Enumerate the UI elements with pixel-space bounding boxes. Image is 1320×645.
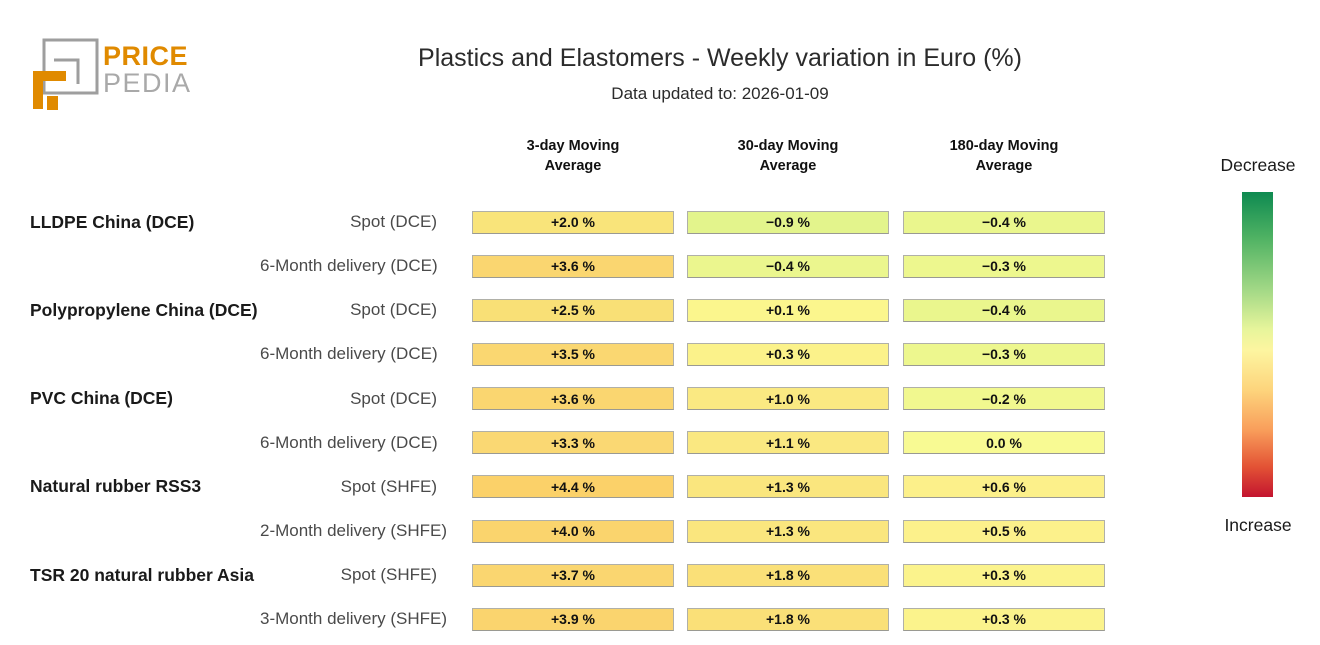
colorbar-increase-label: Increase <box>1224 515 1292 535</box>
colorbar-decrease-label: Decrease <box>1220 155 1296 175</box>
row-sub-label: 6-Month delivery (DCE) <box>260 432 438 452</box>
row-sub-label: 2-Month delivery (SHFE) <box>260 521 448 541</box>
table-row: LLDPE China (DCE) Spot (DCE) +2.0 % −0.9… <box>30 200 1106 244</box>
heatmap-cell: +1.0 % <box>687 387 889 411</box>
heatmap-cell: 0.0 % <box>903 431 1105 455</box>
row-sub-label: 3-Month delivery (SHFE) <box>260 609 448 629</box>
row-sub-label: 6-Month delivery (DCE) <box>260 344 438 364</box>
table-row: Natural rubber RSS3 Spot (SHFE) +4.4 % +… <box>30 465 1106 509</box>
heatmap-cell: +4.0 % <box>472 519 674 543</box>
heatmap-cell: +4.4 % <box>472 475 674 499</box>
heatmap-cell: +0.5 % <box>903 519 1105 543</box>
heatmap-cell: +3.6 % <box>472 254 674 278</box>
pricepedia-logo-mark-icon <box>33 38 99 110</box>
heatmap-cell: +3.5 % <box>472 342 674 366</box>
brand-pedia: PEDIA <box>103 68 192 98</box>
row-group-label: LLDPE China (DCE) <box>30 211 195 232</box>
row-sub-label: Spot (DCE) <box>350 212 437 232</box>
heatmap-cell: +1.3 % <box>687 475 889 499</box>
heatmap-cell: +0.3 % <box>903 607 1105 631</box>
row-group-label: TSR 20 natural rubber Asia <box>30 564 254 585</box>
column-header-30day: 30-day Moving Average <box>737 138 839 175</box>
heatmap-cell: −0.4 % <box>687 254 889 278</box>
column-header-180day: 180-day Moving Average <box>949 138 1059 175</box>
page-subtitle: Data updated to: 2026-01-09 <box>611 84 829 103</box>
heatmap-cell: +2.5 % <box>472 298 674 322</box>
heatmap-cell: +3.9 % <box>472 607 674 631</box>
heatmap-cell: −0.9 % <box>687 210 889 234</box>
row-group-label: Polypropylene China (DCE) <box>30 299 258 320</box>
table-row: 3-Month delivery (SHFE) +3.9 % +1.8 % +0… <box>30 597 1106 641</box>
heatmap-cell: +1.1 % <box>687 431 889 455</box>
chart-header: Plastics and Elastomers - Weekly variati… <box>200 0 1240 104</box>
brand-text: PRICE PEDIA <box>103 43 192 97</box>
page-title: Plastics and Elastomers - Weekly variati… <box>418 44 1022 72</box>
heatmap-cell: +0.1 % <box>687 298 889 322</box>
table-row: 6-Month delivery (DCE) +3.3 % +1.1 % 0.0… <box>30 421 1106 465</box>
table-row: 6-Month delivery (DCE) +3.6 % −0.4 % −0.… <box>30 244 1106 288</box>
heatmap-cell: +1.8 % <box>687 563 889 587</box>
column-header-3day: 3-day Moving Average <box>526 138 620 175</box>
row-sub-label: 6-Month delivery (DCE) <box>260 256 438 276</box>
row-sub-label: Spot (DCE) <box>350 388 437 408</box>
heatmap-table: LLDPE China (DCE) Spot (DCE) +2.0 % −0.9… <box>30 200 1106 641</box>
table-row: Polypropylene China (DCE) Spot (DCE) +2.… <box>30 288 1106 332</box>
heatmap-cell: −0.3 % <box>903 254 1105 278</box>
table-row: 2-Month delivery (SHFE) +4.0 % +1.3 % +0… <box>30 509 1106 553</box>
heatmap-cell: +2.0 % <box>472 210 674 234</box>
row-sub-label: Spot (SHFE) <box>340 476 437 496</box>
brand-price: PRICE <box>103 41 189 71</box>
heatmap-cell: +1.3 % <box>687 519 889 543</box>
heatmap-cell: +3.3 % <box>472 431 674 455</box>
heatmap-cell: +0.3 % <box>903 563 1105 587</box>
table-row: PVC China (DCE) Spot (DCE) +3.6 % +1.0 %… <box>30 377 1106 421</box>
table-row: 6-Month delivery (DCE) +3.5 % +0.3 % −0.… <box>30 332 1106 376</box>
row-sub-label: Spot (DCE) <box>350 300 437 320</box>
heatmap-cell: −0.2 % <box>903 387 1105 411</box>
row-sub-label: Spot (SHFE) <box>340 565 437 585</box>
heatmap-cell: +3.7 % <box>472 563 674 587</box>
heatmap-cell: +0.6 % <box>903 475 1105 499</box>
row-group-label: Natural rubber RSS3 <box>30 476 202 497</box>
heatmap-cell: −0.3 % <box>903 342 1105 366</box>
heatmap-cell: +1.8 % <box>687 607 889 631</box>
heatmap-cell: −0.4 % <box>903 210 1105 234</box>
heatmap-cell: +3.6 % <box>472 387 674 411</box>
table-row: TSR 20 natural rubber Asia Spot (SHFE) +… <box>30 553 1106 597</box>
colorbar <box>1242 192 1273 497</box>
row-group-label: PVC China (DCE) <box>30 388 173 409</box>
pricepedia-logo: PRICE PEDIA <box>33 35 233 127</box>
heatmap-cell: +0.3 % <box>687 342 889 366</box>
heatmap-cell: −0.4 % <box>903 298 1105 322</box>
